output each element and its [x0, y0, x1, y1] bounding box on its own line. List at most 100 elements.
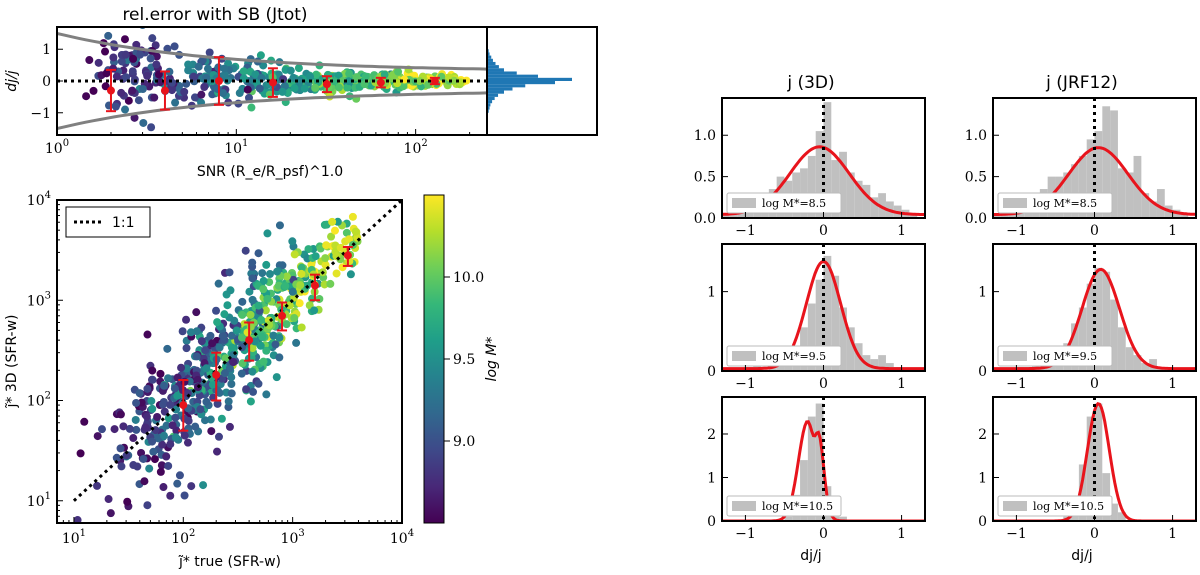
hist-legend-label: log M*=9.5: [1033, 350, 1097, 363]
snr-scatter-point: [189, 72, 198, 81]
hist-bar: [1094, 131, 1103, 218]
snr-axes: 100 101 102 1 0 −1: [30, 42, 471, 157]
scatter-point: [192, 327, 201, 336]
hist-bar: [753, 363, 762, 371]
snr-scatter-point: [312, 70, 321, 79]
snr-scatter-point: [220, 64, 229, 73]
scatter-point: [328, 217, 337, 226]
hist-bar: [1156, 189, 1165, 218]
hist-panel: log M*=9.5 −1 0 1 0 1: [978, 243, 1197, 392]
col-title-3d: j (3D): [786, 73, 834, 93]
scatter-point: [282, 272, 291, 281]
scatter-point: [182, 344, 191, 353]
hist-legend-label: log M*=8.5: [1033, 197, 1097, 210]
hist-legend-swatch: [1003, 351, 1027, 361]
snr-scatter-point: [294, 64, 303, 73]
hist-panel: log M*=10.5 −1 0 1 0 1 2: [978, 396, 1197, 542]
scatter-point: [206, 331, 215, 340]
snr-scatter-point: [450, 76, 459, 85]
colorbar-label: log M*: [484, 337, 500, 382]
scatter-point: [104, 495, 113, 504]
hist-bar: [862, 184, 871, 218]
hist-bar: [722, 213, 730, 218]
scatter-x-ticklabel: 102: [171, 528, 195, 547]
snr-panel-title: rel.error with SB (Jtot): [122, 5, 307, 25]
hist-legend-label: log M*=10.5: [1033, 500, 1104, 513]
scatter-point: [238, 297, 247, 306]
side-histogram-frame: [486, 26, 598, 136]
hist-panel: log M*=9.5 −1 0 1 0 1: [707, 243, 926, 392]
scatter-point: [330, 226, 339, 235]
scatter-point: [241, 246, 250, 255]
snr-scatter-point: [138, 84, 147, 93]
scatter-point: [254, 379, 263, 388]
side-hist-bar: [487, 52, 490, 56]
scatter-point: [192, 352, 201, 361]
scatter-point: [237, 369, 246, 378]
scatter-legend: 1:1: [65, 206, 151, 238]
hist-bar: [807, 303, 816, 371]
hist-bar: [846, 327, 855, 371]
legend-box: [65, 206, 151, 238]
scatter-point: [346, 270, 355, 279]
hist-bar: [1094, 267, 1103, 371]
snr-scatter-point: [130, 113, 139, 122]
hist-bar: [784, 516, 793, 521]
scatter-point: [122, 451, 131, 460]
snr-scatter-point: [205, 48, 214, 57]
scatter-axes: 101 102 103 104 101 102 103 104: [27, 190, 414, 547]
hist-bar: [815, 403, 824, 521]
hist-x-ticklabel: 1: [1168, 223, 1177, 239]
hist-bar: [1141, 193, 1150, 218]
hist-y-ticklabel: 0: [978, 514, 987, 530]
scatter-point: [76, 449, 85, 458]
scatter-point: [164, 414, 173, 423]
hist-bar: [1149, 359, 1157, 371]
scatter-point: [164, 374, 173, 383]
scatter-point: [166, 440, 175, 449]
hist-panel: log M*=10.5 −1 0 1 0 1 2: [707, 396, 926, 542]
hist-bar: [1086, 139, 1095, 218]
hist-legend-swatch: [1003, 501, 1027, 511]
scatter-point: [201, 346, 210, 355]
side-hist-bar: [487, 71, 517, 75]
snr-scatter-point: [150, 93, 159, 102]
scatter-point: [224, 397, 233, 406]
hist-y-ticklabel: 0.5: [694, 170, 716, 186]
scatter-point: [288, 287, 297, 296]
scatter-point: [230, 316, 239, 325]
snr-scatter-point: [120, 35, 129, 44]
snr-scatter-point: [278, 87, 287, 96]
scatter-point: [97, 425, 106, 434]
snr-scatter-point: [380, 70, 389, 79]
scatter-point: [139, 454, 148, 463]
scatter-point: [119, 422, 128, 431]
snr-scatter-point: [117, 88, 126, 97]
snr-scatter-point: [121, 50, 130, 59]
snr-scatter-point: [257, 73, 266, 82]
scatter-point: [304, 245, 313, 254]
scatter-point: [321, 254, 330, 263]
scatter-x-ticklabel: 103: [281, 528, 305, 547]
hist-y-ticklabel: 1: [978, 285, 987, 301]
snr-x-ticklabel: 100: [45, 138, 69, 157]
scatter-point: [262, 390, 271, 399]
snr-scatter-point: [129, 54, 138, 63]
snr-scatter-point: [247, 103, 256, 112]
scatter-point: [160, 407, 169, 416]
scatter-point: [131, 415, 140, 424]
hist-bar: [1141, 363, 1150, 371]
scatter-point: [282, 320, 291, 329]
side-hist-bar: [487, 55, 492, 59]
scatter-point: [245, 287, 254, 296]
scatter-point: [275, 333, 284, 342]
snr-binned-point: [268, 78, 277, 87]
snr-scatter-point: [244, 93, 253, 102]
snr-scatter-point: [112, 72, 121, 81]
hist-x-ticklabel: −1: [735, 223, 756, 239]
snr-scatter-point: [171, 98, 180, 107]
scatter-point: [273, 267, 282, 276]
scatter-point: [275, 353, 284, 362]
snr-scatter-point: [122, 73, 131, 82]
scatter-panel-frame: [56, 199, 403, 524]
